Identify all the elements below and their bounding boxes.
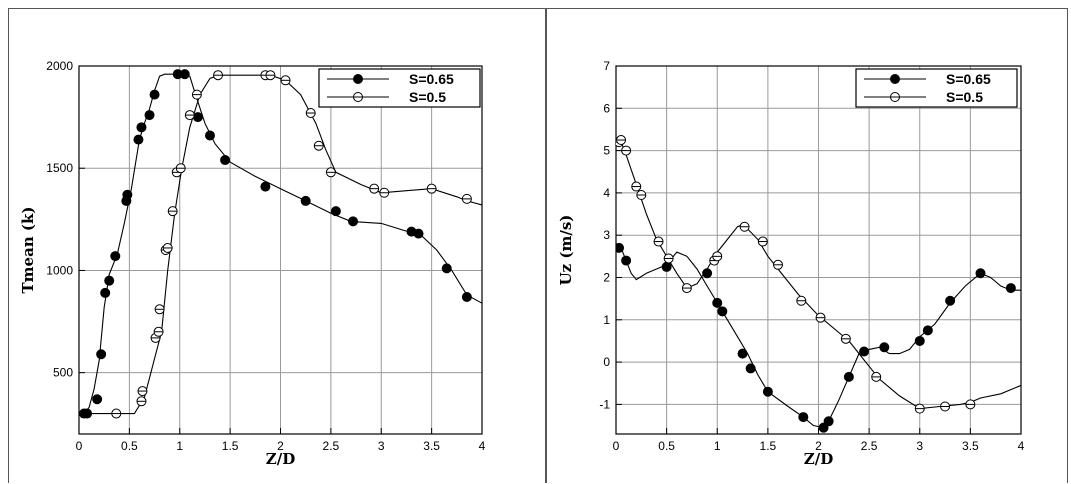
data-point: [712, 297, 723, 308]
data-point: [798, 412, 809, 423]
x-tick-label: 4: [479, 439, 486, 453]
y-tick-label: 5: [603, 144, 610, 158]
y-axis-label: Uz (m/s): [557, 215, 575, 286]
data-point: [136, 122, 147, 133]
x-tick-label: 3: [378, 439, 385, 453]
data-point: [220, 155, 231, 166]
x-tick-label: 0: [613, 439, 620, 453]
y-tick-label: 1500: [46, 161, 73, 175]
y-tick-label: 2: [603, 270, 610, 284]
data-point: [616, 242, 625, 253]
data-point: [330, 206, 341, 217]
x-tick-label: 1: [714, 439, 721, 453]
data-point: [717, 306, 728, 317]
tmean-chart-panel: 0 0.5 1 1.5 2 2.5 3 3.5 4 500 1000 1500 2000 Z/D Tmean…: [8, 8, 546, 483]
data-point: [260, 181, 271, 192]
x-tick-label: 3: [916, 439, 923, 453]
data-point: [192, 112, 203, 123]
legend-marker: [353, 74, 363, 84]
legend-label: S=0.65: [409, 71, 454, 87]
data-point: [300, 195, 311, 206]
legend-label: S=0.5: [409, 89, 446, 105]
y-tick-label: 6: [603, 101, 610, 115]
x-axis-label: Z/D: [804, 450, 833, 468]
data-point: [144, 110, 155, 121]
x-tick-label: 3.5: [962, 439, 979, 453]
data-point: [762, 386, 773, 397]
data-point: [975, 268, 986, 279]
data-point: [100, 287, 111, 298]
y-tick-label: 0: [603, 355, 610, 369]
data-point: [823, 416, 834, 427]
legend-marker: [890, 74, 900, 84]
data-point: [461, 292, 472, 303]
plot-area: [79, 69, 482, 419]
x-tick-label: 4: [1018, 439, 1025, 453]
y-tick-label: 1: [603, 313, 610, 327]
data-point: [914, 335, 925, 346]
x-tick-label: 2.5: [323, 439, 340, 453]
legend-label: S=0.65: [946, 71, 991, 87]
data-point: [133, 134, 144, 145]
x-tick-label: 2: [277, 439, 284, 453]
data-point: [879, 342, 890, 353]
x-tick-label: 2: [815, 439, 822, 453]
x-tick-label: 0.5: [658, 439, 675, 453]
data-point: [204, 130, 215, 141]
x-tick-label: 0.5: [121, 439, 138, 453]
x-axis-label: Z/D: [266, 450, 295, 468]
data-point: [922, 325, 933, 336]
data-point: [179, 69, 190, 80]
data-point: [92, 394, 103, 405]
x-tick-label: 3.5: [423, 439, 440, 453]
data-point: [110, 251, 121, 262]
series-line-open: [89, 74, 482, 415]
y-tick-label: -1: [599, 397, 610, 411]
y-tick-label: 7: [603, 59, 610, 73]
data-point: [149, 89, 160, 100]
x-tick-label: 1.5: [760, 439, 777, 453]
uz-chart-panel: 0 0.5 1 1.5 2 2.5 3 3.5 4 -1 0 1 2 3 4 5 6 7 Z/D Uz (m/s) S=…: [546, 8, 1068, 483]
data-point: [621, 255, 632, 266]
legend-box: [318, 68, 481, 108]
data-point: [745, 363, 756, 374]
y-tick-label: 500: [53, 366, 73, 380]
data-point: [441, 263, 452, 274]
legend-label: S=0.5: [946, 89, 983, 105]
x-tick-label: 0: [76, 439, 83, 453]
data-point: [96, 349, 107, 360]
x-tick-label: 1.5: [222, 439, 239, 453]
data-point: [661, 261, 672, 272]
y-axis-label: Tmean (k): [19, 206, 37, 293]
legend-box: [855, 68, 1018, 108]
x-tick-label: 2.5: [861, 439, 878, 453]
y-tick-label: 3: [603, 228, 610, 242]
y-tick-label: 1000: [46, 263, 73, 277]
data-point: [737, 348, 748, 359]
data-point: [1005, 283, 1016, 294]
data-point: [348, 216, 359, 227]
plot-area: [616, 135, 1021, 433]
data-point: [122, 189, 133, 200]
data-point: [945, 295, 956, 306]
uz-chart: 0 0.5 1 1.5 2 2.5 3 3.5 4 -1 0 1 2 3 4 5 6 7 Z/D Uz (m/s) S=…: [557, 59, 1025, 468]
data-point: [843, 371, 854, 382]
tmean-chart: 0 0.5 1 1.5 2 2.5 3 3.5 4 500 1000 1500 2000 Z/D Tmean…: [19, 59, 486, 468]
data-point: [104, 275, 115, 286]
data-point: [413, 228, 424, 239]
y-tick-label: 4: [603, 186, 610, 200]
series-line-filled: [616, 247, 1021, 429]
series-line-open: [616, 137, 1021, 410]
y-tick-label: 2000: [46, 59, 73, 73]
x-tick-label: 1: [176, 439, 183, 453]
data-point: [859, 346, 870, 357]
